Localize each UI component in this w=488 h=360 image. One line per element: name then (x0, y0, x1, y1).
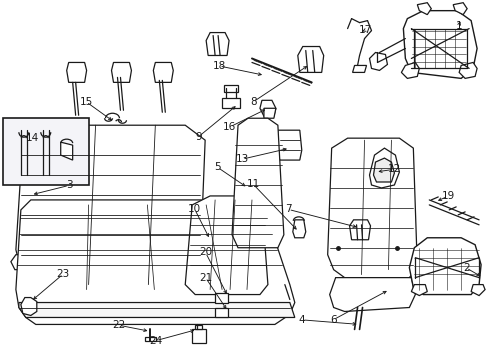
Polygon shape (21, 298, 37, 315)
Polygon shape (61, 142, 73, 160)
Polygon shape (352, 66, 366, 72)
Polygon shape (66, 62, 86, 82)
Polygon shape (327, 138, 416, 278)
Polygon shape (373, 158, 394, 182)
Polygon shape (145, 337, 156, 341)
Polygon shape (19, 302, 294, 318)
Text: 11: 11 (246, 179, 259, 189)
Polygon shape (401, 62, 419, 78)
Polygon shape (297, 46, 323, 72)
Text: 3: 3 (66, 180, 72, 190)
Polygon shape (403, 11, 476, 78)
Text: 4: 4 (298, 315, 305, 325)
Text: 8: 8 (249, 97, 256, 107)
Text: 12: 12 (387, 164, 400, 174)
Text: 1: 1 (455, 21, 461, 31)
Polygon shape (260, 100, 275, 116)
Polygon shape (16, 200, 294, 324)
Polygon shape (185, 196, 267, 294)
Text: 16: 16 (223, 122, 236, 132)
Polygon shape (11, 255, 27, 270)
Polygon shape (16, 125, 205, 285)
Text: 5: 5 (214, 162, 221, 172)
Polygon shape (215, 307, 227, 318)
Text: 14: 14 (26, 133, 39, 143)
Polygon shape (369, 148, 399, 188)
Polygon shape (458, 62, 476, 78)
Text: 21: 21 (199, 273, 212, 283)
Text: 2: 2 (462, 263, 468, 273)
Text: 24: 24 (149, 336, 162, 346)
Polygon shape (275, 130, 301, 160)
Polygon shape (452, 3, 466, 15)
Text: 18: 18 (212, 61, 225, 71)
Polygon shape (470, 285, 484, 296)
Polygon shape (232, 118, 283, 248)
Text: 15: 15 (80, 97, 93, 107)
Text: 6: 6 (329, 315, 336, 325)
Polygon shape (195, 325, 202, 329)
Polygon shape (192, 329, 206, 343)
Polygon shape (408, 238, 480, 294)
Polygon shape (349, 220, 370, 240)
Text: 23: 23 (57, 269, 70, 279)
Text: 17: 17 (358, 25, 371, 35)
Text: 20: 20 (199, 247, 212, 257)
Polygon shape (206, 32, 228, 55)
Polygon shape (3, 118, 88, 185)
Text: 7: 7 (285, 204, 291, 215)
Polygon shape (153, 62, 173, 82)
Polygon shape (410, 285, 427, 296)
Polygon shape (111, 62, 131, 82)
Polygon shape (224, 85, 238, 92)
Polygon shape (416, 3, 430, 15)
Polygon shape (329, 278, 414, 311)
Polygon shape (215, 293, 227, 302)
Text: 13: 13 (235, 154, 248, 164)
Text: 9: 9 (195, 132, 201, 142)
Polygon shape (222, 98, 240, 108)
Polygon shape (369, 53, 386, 71)
Text: 22: 22 (112, 320, 125, 330)
Polygon shape (292, 220, 305, 238)
Text: 19: 19 (441, 191, 454, 201)
Text: 10: 10 (188, 204, 201, 215)
Polygon shape (264, 108, 275, 118)
